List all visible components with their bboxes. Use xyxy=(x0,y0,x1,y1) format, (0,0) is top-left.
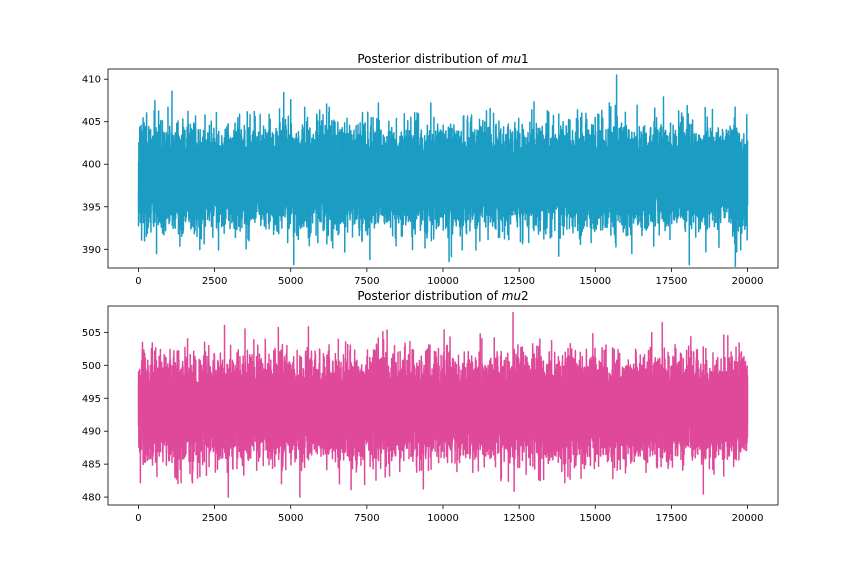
y-tick-label: 505 xyxy=(82,328,101,339)
x-axis-mu1: 0 2500 5000 7500 10000 12500 15000 17500 20000 xyxy=(135,268,763,287)
x-tick-label: 5000 xyxy=(278,276,303,287)
x-tick-label: 7500 xyxy=(354,276,379,287)
y-tick-label: 485 xyxy=(82,460,101,471)
y-tick-label: 480 xyxy=(82,493,101,504)
y-tick-label: 405 xyxy=(82,117,101,128)
x-tick-label: 12500 xyxy=(503,276,535,287)
y-tick-label: 395 xyxy=(82,202,101,213)
x-tick-label: 10000 xyxy=(427,513,459,524)
x-tick-label: 7500 xyxy=(354,513,379,524)
y-axis-mu2: 480 485 490 495 500 505 xyxy=(82,328,108,504)
x-tick-label: 2500 xyxy=(202,276,227,287)
x-axis-mu2: 0 2500 5000 7500 10000 12500 15000 17500 20000 xyxy=(135,505,763,524)
x-tick-label: 15000 xyxy=(579,513,611,524)
y-tick-label: 400 xyxy=(82,160,101,171)
series-path xyxy=(137,311,749,498)
x-tick-label: 5000 xyxy=(278,513,303,524)
y-tick-label: 495 xyxy=(82,394,101,405)
series-line-mu1 xyxy=(137,74,749,268)
series-path xyxy=(137,74,749,268)
x-tick-label: 17500 xyxy=(656,513,688,524)
x-tick-label: 10000 xyxy=(427,276,459,287)
chart-title-mu1: Posterior distribution of mu1 xyxy=(357,52,528,66)
y-tick-label: 500 xyxy=(82,361,101,372)
y-tick-label: 490 xyxy=(82,427,101,438)
x-tick-label: 0 xyxy=(135,513,141,524)
x-tick-label: 15000 xyxy=(579,276,611,287)
chart-panel-mu2: Posterior distribution of mu2 0 2500 5000 7… xyxy=(82,289,779,524)
chart-panel-mu1: Posterior distribution of mu1 0 2500 5000 7… xyxy=(82,52,779,287)
x-tick-label: 12500 xyxy=(503,513,535,524)
x-tick-label: 2500 xyxy=(202,513,227,524)
chart-title-mu2: Posterior distribution of mu2 xyxy=(357,289,528,303)
series-line-mu2 xyxy=(137,311,749,498)
x-tick-label: 20000 xyxy=(732,513,764,524)
x-tick-label: 0 xyxy=(135,276,141,287)
x-tick-label: 20000 xyxy=(732,276,764,287)
x-tick-label: 17500 xyxy=(656,276,688,287)
y-tick-label: 390 xyxy=(82,245,101,256)
y-tick-label: 410 xyxy=(82,75,101,86)
y-axis-mu1: 390 395 400 405 410 xyxy=(82,75,108,256)
